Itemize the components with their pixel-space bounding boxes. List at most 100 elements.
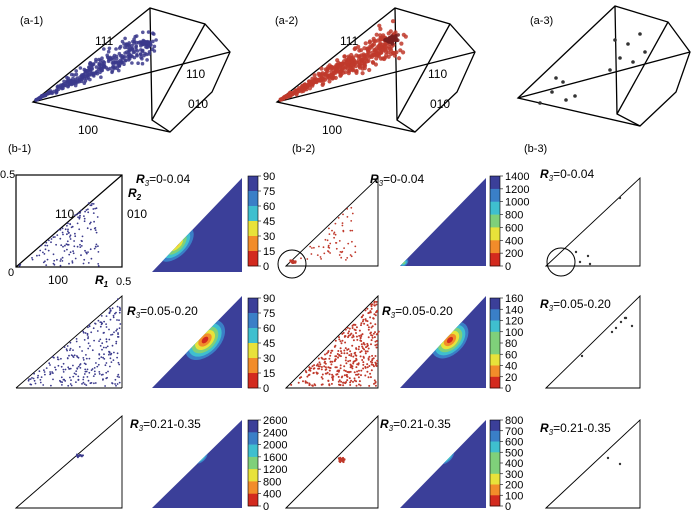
contour-b1-row1	[152, 178, 242, 272]
data-point	[54, 366, 56, 369]
data-point	[370, 60, 375, 65]
y-axis-label: R2	[128, 186, 142, 202]
data-point	[310, 367, 312, 370]
data-point	[337, 350, 340, 352]
label-110-a2: 110	[428, 67, 447, 81]
data-point	[100, 323, 103, 326]
data-point	[74, 72, 79, 77]
data-point	[372, 317, 375, 320]
data-point	[88, 323, 91, 326]
data-point	[333, 345, 336, 348]
data-point	[85, 357, 88, 360]
data-point	[340, 380, 343, 383]
data-point	[99, 321, 102, 323]
data-point	[117, 68, 121, 73]
data-point	[564, 98, 568, 102]
data-point	[329, 242, 332, 245]
data-point	[77, 356, 80, 359]
data-point	[60, 376, 63, 379]
data-point	[94, 382, 97, 384]
data-point	[87, 208, 89, 211]
data-point	[123, 36, 127, 41]
data-point	[130, 61, 134, 65]
data-point	[118, 327, 121, 330]
data-point	[115, 311, 117, 314]
colorbar-segment	[490, 176, 500, 190]
data-point	[81, 383, 83, 385]
data-point	[46, 258, 49, 261]
data-point	[331, 349, 334, 352]
data-point	[359, 355, 362, 358]
data-point	[334, 355, 337, 358]
point-cloud-a3	[538, 32, 647, 105]
data-point	[61, 381, 63, 384]
data-point	[364, 352, 367, 355]
data-point	[340, 352, 343, 355]
data-point	[112, 314, 115, 317]
data-point	[350, 365, 353, 368]
data-point	[295, 89, 301, 94]
data-point	[64, 380, 67, 382]
data-point	[50, 91, 54, 96]
data-point	[93, 247, 96, 250]
colorbar-label: 0	[505, 383, 511, 395]
data-point	[69, 223, 71, 225]
data-point	[52, 372, 54, 374]
data-point	[364, 309, 367, 312]
data-point	[114, 378, 117, 381]
data-point	[343, 365, 346, 368]
colorbar-label: 0	[505, 501, 511, 513]
data-point	[350, 62, 355, 67]
data-point	[62, 245, 64, 248]
colorbar-segment	[490, 495, 500, 507]
data-point	[68, 368, 71, 370]
data-point	[98, 353, 101, 356]
label-111-a2: 111	[340, 34, 359, 48]
data-point	[39, 381, 42, 384]
data-point	[362, 54, 367, 60]
data-point	[95, 207, 98, 210]
data-point	[359, 339, 362, 342]
data-point	[92, 74, 96, 78]
data-point	[147, 52, 151, 56]
data-point	[52, 253, 55, 256]
data-point	[308, 383, 311, 386]
data-point	[116, 356, 118, 359]
data-point	[54, 236, 56, 238]
data-point	[96, 365, 99, 368]
data-point	[132, 55, 137, 60]
data-point	[351, 55, 356, 60]
data-point	[97, 263, 100, 265]
data-point	[333, 236, 335, 239]
data-point	[360, 322, 363, 325]
data-point	[327, 79, 332, 84]
colorbar-label: 400	[505, 458, 523, 470]
data-point	[18, 264, 21, 267]
data-point	[109, 309, 112, 312]
r3-label-b2-row3: R3=0.21-0.35	[380, 417, 451, 433]
data-point	[59, 237, 62, 240]
colorbar-segment	[490, 473, 500, 485]
data-point	[291, 261, 294, 264]
data-point	[320, 71, 325, 76]
colorbar-segment	[490, 452, 500, 464]
data-point	[355, 358, 358, 361]
data-point	[54, 368, 57, 371]
data-point	[105, 323, 107, 325]
data-point	[109, 357, 112, 360]
data-point	[370, 343, 372, 346]
data-point	[374, 32, 379, 37]
r3-label-b2-row2: R3=0.05-0.20	[382, 304, 453, 320]
data-point	[366, 344, 369, 347]
data-point	[369, 310, 372, 313]
data-point	[102, 373, 104, 376]
data-point	[94, 229, 97, 232]
data-point	[321, 383, 324, 386]
colorbar-segment	[248, 298, 258, 314]
data-point	[550, 90, 554, 94]
tri-b1-r2	[15, 295, 123, 389]
data-point	[38, 370, 41, 373]
data-point	[380, 48, 385, 53]
data-point	[348, 354, 351, 357]
